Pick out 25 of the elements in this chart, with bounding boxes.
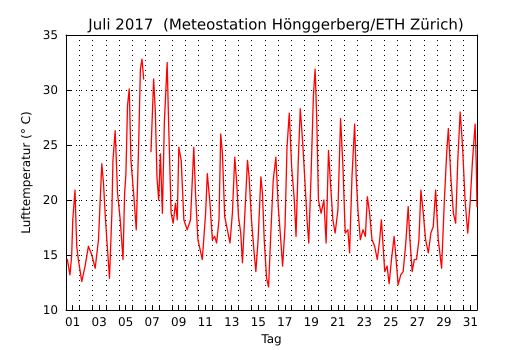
x-tick-label: 01 <box>64 315 80 330</box>
x-tick-label: 15 <box>250 315 266 330</box>
x-tick-label: 19 <box>304 315 319 330</box>
x-tick-label: 03 <box>92 315 107 330</box>
x-tick-label: 21 <box>330 315 346 330</box>
x-tick-label: 07 <box>144 315 160 330</box>
y-tick-label: 30 <box>42 83 58 98</box>
y-tick-label: 10 <box>42 303 58 318</box>
chart-title: Juli 2017 (Meteostation Hönggerberg/ETH Zürich) <box>87 16 464 34</box>
y-axis-title: Lufttemperatur (° C) <box>18 111 33 234</box>
y-tick-label: 20 <box>42 193 58 208</box>
x-tick-label: 25 <box>383 315 398 330</box>
x-tick-label: 09 <box>171 315 186 330</box>
x-tick-label: 11 <box>198 315 213 330</box>
x-tick-label: 05 <box>118 315 134 330</box>
x-tick-label: 27 <box>410 315 425 330</box>
x-tick-label: 31 <box>462 315 478 330</box>
y-tick-label: 25 <box>42 138 58 152</box>
x-tick-label: 23 <box>356 315 372 330</box>
x-tick-label: 13 <box>224 315 240 330</box>
y-tick-label: 15 <box>42 248 58 262</box>
x-axis-title: Tag <box>260 332 282 346</box>
x-tick-label: 17 <box>277 315 292 330</box>
y-tick-label: 35 <box>42 28 58 42</box>
x-tick-label: 29 <box>436 315 452 330</box>
